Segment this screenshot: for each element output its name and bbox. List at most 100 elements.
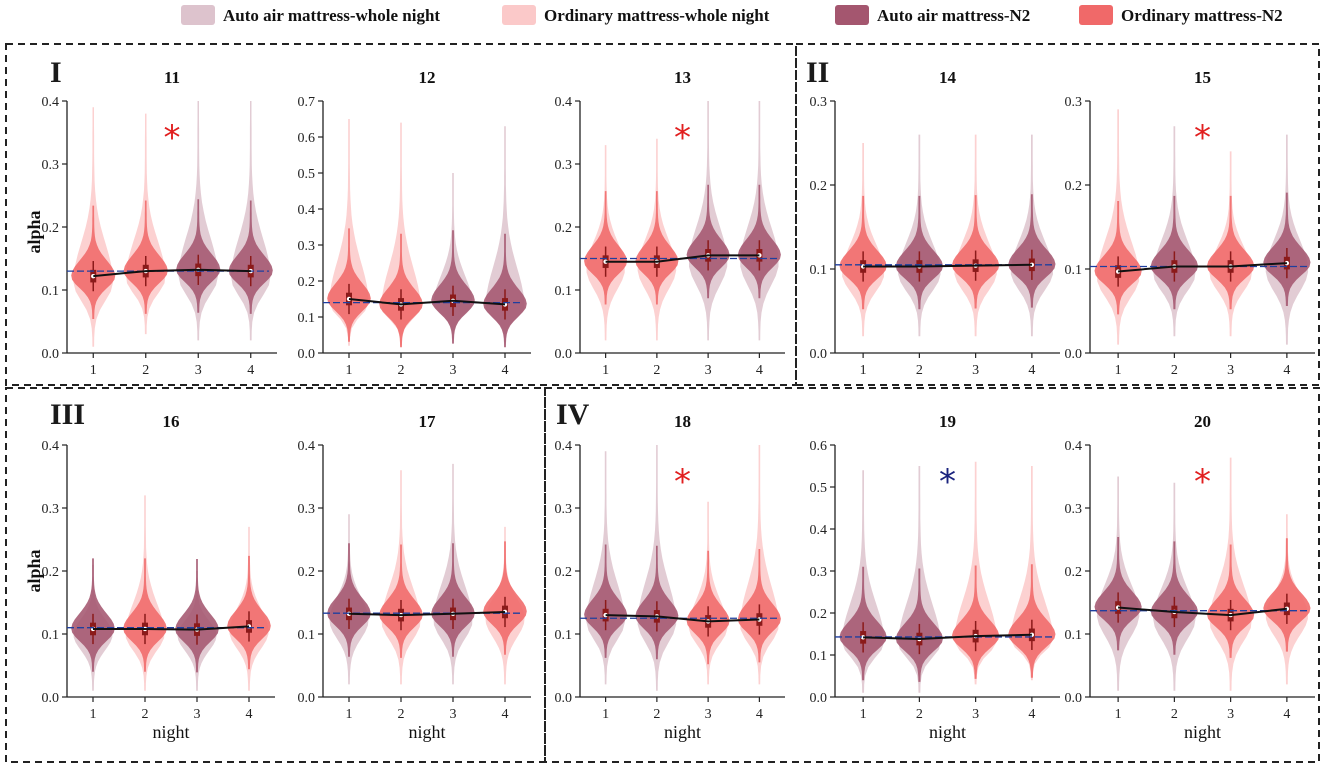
group-box-IV bbox=[544, 387, 1320, 763]
y-tick-label: 0.4 bbox=[555, 439, 573, 454]
y-tick-label: 0.1 bbox=[42, 628, 60, 643]
y-tick-label: 0.0 bbox=[42, 691, 60, 706]
x-tick-label: 2 bbox=[398, 707, 405, 722]
y-tick-label: 0.3 bbox=[555, 502, 573, 517]
panel-title: 15 bbox=[1194, 68, 1211, 87]
x-tick-label: 1 bbox=[602, 707, 609, 722]
mean-line bbox=[605, 614, 760, 623]
x-axis-label: night bbox=[408, 722, 445, 742]
significance-star: * bbox=[939, 462, 956, 502]
y-tick-label: 0.5 bbox=[810, 481, 828, 496]
x-axis-label: night bbox=[664, 722, 701, 742]
panel-title: 14 bbox=[939, 68, 957, 87]
x-tick-label: 4 bbox=[1028, 363, 1035, 378]
x-tick-label: 1 bbox=[90, 707, 97, 722]
y-axis-label-row1: alpha bbox=[24, 210, 44, 253]
mean-line bbox=[348, 611, 506, 617]
x-tick-label: 1 bbox=[90, 363, 97, 378]
x-tick-label: 3 bbox=[705, 707, 712, 722]
y-tick-label: 0.2 bbox=[1065, 179, 1083, 194]
y-tick-label: 0.0 bbox=[298, 691, 316, 706]
group-label-IV: IV bbox=[556, 398, 590, 431]
y-tick-label: 0.1 bbox=[1065, 263, 1083, 278]
y-tick-label: 0.1 bbox=[298, 311, 316, 326]
y-tick-label: 0.4 bbox=[555, 95, 573, 110]
x-tick-label: 4 bbox=[502, 363, 509, 378]
y-axis-label: alpha bbox=[24, 549, 44, 592]
x-tick-label: 4 bbox=[1283, 363, 1290, 378]
x-tick-label: 4 bbox=[246, 707, 253, 722]
x-tick-label: 1 bbox=[346, 363, 353, 378]
x-tick-label: 1 bbox=[860, 707, 867, 722]
group-label-I: I bbox=[50, 56, 62, 89]
y-tick-label: 0.3 bbox=[1065, 95, 1083, 110]
panel-title: 16 bbox=[163, 412, 180, 431]
x-tick-label: 4 bbox=[1283, 707, 1290, 722]
group-box-II bbox=[795, 43, 1320, 386]
x-tick-label: 1 bbox=[1115, 707, 1122, 722]
y-tick-label: 0.6 bbox=[298, 131, 316, 146]
y-tick-label: 0.0 bbox=[298, 347, 316, 362]
y-tick-label: 0.4 bbox=[42, 439, 60, 454]
y-tick-label: 0.2 bbox=[42, 565, 60, 580]
x-tick-label: 2 bbox=[398, 363, 405, 378]
y-tick-label: 0.1 bbox=[42, 284, 60, 299]
x-tick-label: 2 bbox=[916, 363, 923, 378]
y-tick-label: 0.1 bbox=[298, 628, 316, 643]
mean-line bbox=[1118, 606, 1288, 617]
x-tick-label: 2 bbox=[653, 707, 660, 722]
significance-star: * bbox=[674, 462, 691, 502]
x-tick-label: 2 bbox=[1171, 363, 1178, 378]
legend-swatch-auto-n2 bbox=[835, 5, 869, 25]
x-tick-label: 4 bbox=[502, 707, 509, 722]
y-tick-label: 0.2 bbox=[298, 275, 316, 290]
mean-line bbox=[93, 268, 251, 278]
x-tick-label: 3 bbox=[705, 363, 712, 378]
group-boxes bbox=[5, 43, 1320, 763]
group-label-III: III bbox=[50, 398, 85, 431]
legend-label-auto-n2: Auto air mattress-N2 bbox=[877, 6, 1030, 25]
x-tick-label: 3 bbox=[1227, 363, 1234, 378]
y-tick-label: 0.3 bbox=[1065, 502, 1083, 517]
legend-swatch-ordinary-whole bbox=[502, 5, 536, 25]
y-tick-label: 0.3 bbox=[810, 95, 828, 110]
mean-line bbox=[348, 298, 506, 306]
x-tick-label: 2 bbox=[142, 707, 149, 722]
y-tick-label: 0.2 bbox=[42, 221, 60, 236]
y-tick-label: 0.0 bbox=[42, 347, 60, 362]
panel-17: 17 0.0 0.1 0.2 0.3 0.4 1 2 3 4 night bbox=[298, 412, 531, 742]
y-tick-label: 0.2 bbox=[555, 221, 573, 236]
x-axis-label: night bbox=[1184, 722, 1221, 742]
y-tick-label: 0.7 bbox=[298, 95, 316, 110]
x-tick-label: 2 bbox=[653, 363, 660, 378]
y-tick-label: 0.1 bbox=[1065, 628, 1083, 643]
group-box-I bbox=[5, 43, 797, 386]
y-tick-label: 0.2 bbox=[810, 179, 828, 194]
mean-line bbox=[93, 625, 250, 631]
panel-title: 17 bbox=[419, 412, 437, 431]
y-tick-label: 0.3 bbox=[298, 502, 316, 517]
x-tick-label: 3 bbox=[1227, 707, 1234, 722]
panels: 1 1 0.0 0.1 0.2 0.3 0.4 1 2 3 4 * 1 2 0.0 0.1 0.2 0.3 0.4 0… bbox=[24, 68, 1315, 742]
mean-line bbox=[863, 633, 1032, 641]
y-tick-label: 0.0 bbox=[555, 347, 573, 362]
panel-20: 20 0.0 0.1 0.2 0.3 0.4 1 2 3 4 night * bbox=[1065, 412, 1315, 742]
y-tick-label: 0.1 bbox=[555, 284, 573, 299]
mean-line bbox=[863, 263, 1032, 268]
x-tick-label: 3 bbox=[972, 363, 979, 378]
y-tick-label: 0.2 bbox=[298, 565, 316, 580]
legend-label-ordinary-n2: Ordinary mattress-N2 bbox=[1121, 6, 1283, 25]
y-tick-label: 0.5 bbox=[298, 167, 316, 182]
y-tick-label: 0.0 bbox=[1065, 691, 1083, 706]
y-tick-label: 0.4 bbox=[810, 523, 828, 538]
panel-12: 120.00.10.20.30.40.50.60.71 2 3 4 bbox=[298, 68, 531, 378]
panel-title: 18 bbox=[674, 412, 691, 431]
y-tick-label: 0.2 bbox=[555, 565, 573, 580]
x-tick-label: 1 bbox=[1115, 363, 1122, 378]
panel-11: 11 0.0 0.1 0.2 0.3 0.4 1 2 3 4 * bbox=[42, 68, 277, 378]
significance-star: * bbox=[164, 118, 181, 158]
x-tick-label: 4 bbox=[247, 363, 254, 378]
significance-star: * bbox=[1194, 462, 1211, 502]
significance-star: * bbox=[1194, 118, 1211, 158]
panel-15: 15 0.0 0.1 0.2 0.3 1 2 3 4 * bbox=[1065, 68, 1315, 378]
